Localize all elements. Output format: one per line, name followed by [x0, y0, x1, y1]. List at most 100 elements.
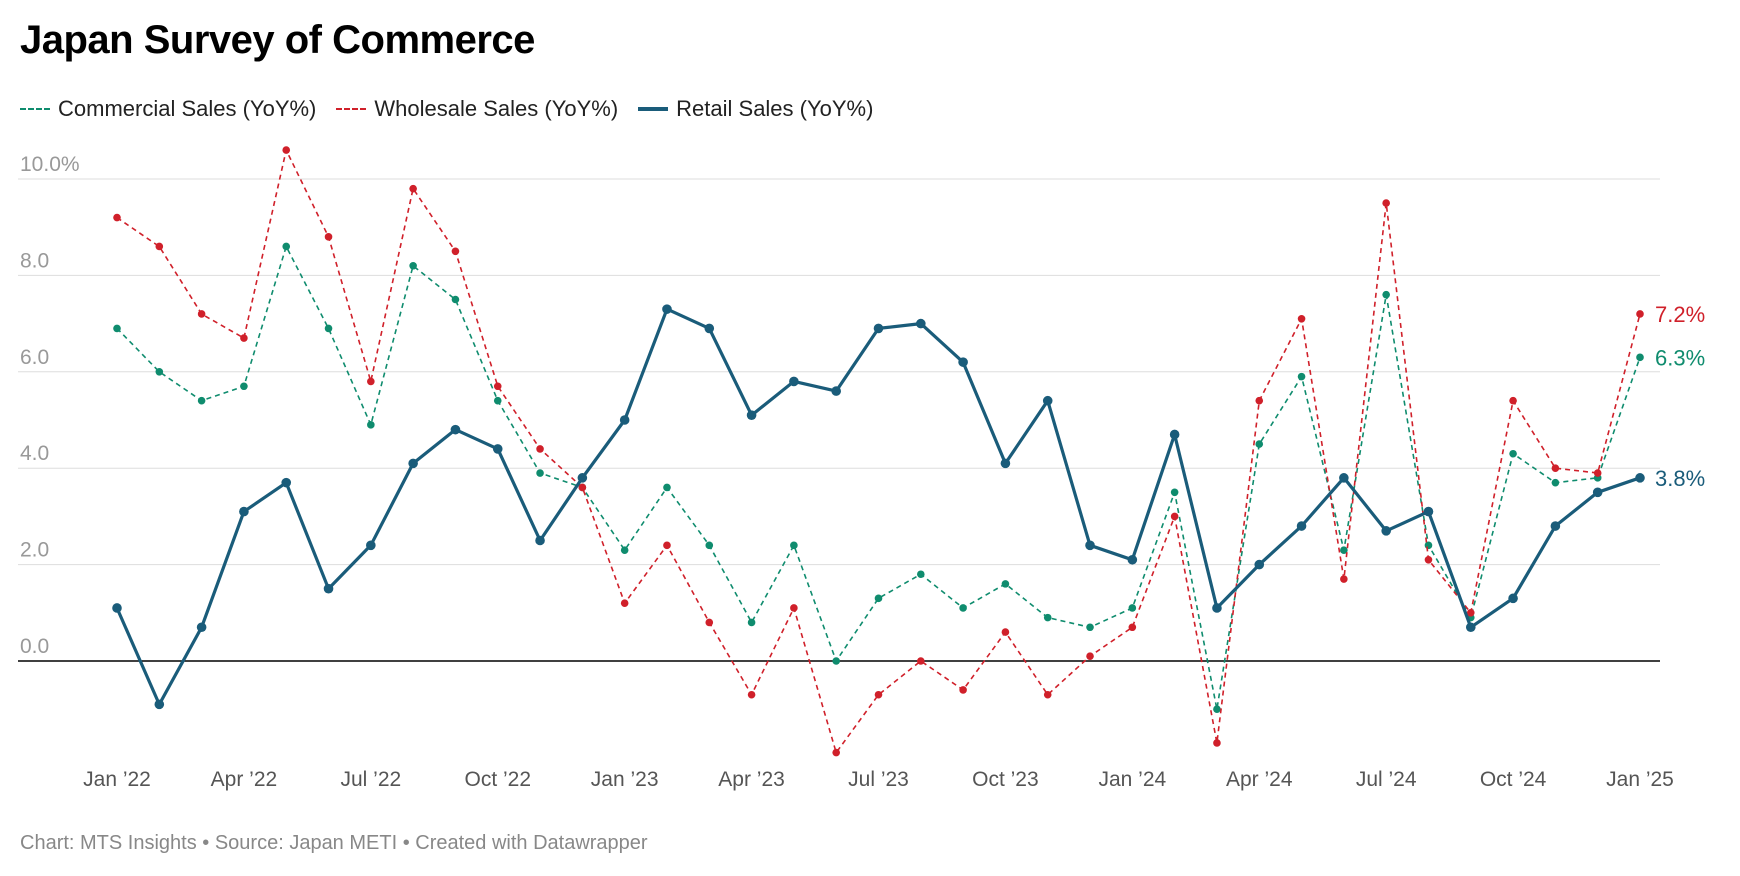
data-point — [113, 324, 121, 333]
y-tick-label: 4.0 — [20, 442, 49, 465]
data-point — [1000, 458, 1011, 469]
data-point — [1339, 473, 1349, 483]
data-point — [747, 618, 756, 627]
end-label-2: 3.8% — [1655, 466, 1705, 491]
x-tick-label: Apr ’24 — [1226, 768, 1293, 791]
x-tick-label: Apr ’22 — [211, 768, 278, 791]
data-point — [1635, 473, 1645, 483]
data-point — [535, 535, 545, 546]
data-point — [1170, 512, 1179, 521]
x-tick-label: Jan ’25 — [1606, 768, 1674, 791]
legend-label-wholesale: Wholesale Sales (YoY%) — [374, 96, 619, 121]
legend-swatch-commercial — [20, 108, 50, 110]
data-point — [1636, 353, 1644, 362]
data-point — [1636, 310, 1644, 318]
legend-item-retail: Retail Sales (YoY%) — [638, 96, 873, 122]
x-tick-label: Jul ’23 — [848, 768, 909, 791]
legend-label-retail: Retail Sales (YoY%) — [676, 96, 874, 121]
legend-swatch-wholesale — [336, 108, 367, 110]
data-point — [578, 483, 587, 492]
y-tick-label: 8.0 — [20, 249, 49, 272]
data-point — [959, 604, 967, 612]
data-point — [536, 469, 544, 477]
data-point — [155, 242, 164, 251]
legend-item-commercial: Commercial Sales (YoY%) — [20, 96, 316, 122]
data-point — [1382, 290, 1390, 299]
data-point — [874, 690, 883, 699]
data-point — [367, 377, 375, 386]
data-point — [619, 415, 630, 425]
data-point — [1042, 395, 1053, 406]
data-point — [197, 396, 206, 405]
data-point — [1128, 604, 1137, 612]
x-tick-label: Oct ’22 — [464, 768, 531, 791]
data-point — [451, 295, 460, 304]
x-tick-label: Jan ’24 — [1098, 768, 1166, 791]
x-axis-ticks: Jan ’22 Apr ’22 Jul ’22 Oct ’22 Jan ’23 Apr ’… — [83, 768, 1674, 791]
data-point — [367, 421, 375, 429]
data-point — [536, 445, 544, 453]
data-point — [282, 146, 291, 154]
data-point — [1296, 521, 1307, 531]
data-point — [240, 382, 248, 391]
data-point — [324, 324, 333, 333]
data-point — [409, 261, 417, 270]
data-point — [408, 458, 418, 469]
data-point — [663, 483, 671, 492]
legend-item-wholesale: Wholesale Sales (YoY%) — [336, 96, 618, 122]
data-point — [1551, 464, 1560, 473]
data-point — [746, 410, 757, 420]
data-point — [1340, 575, 1348, 583]
y-tick-label: 0.0 — [20, 635, 49, 658]
data-point — [451, 247, 460, 256]
data-point — [1255, 440, 1264, 448]
data-point — [831, 386, 841, 396]
data-point — [324, 233, 333, 241]
data-point — [1043, 690, 1052, 699]
chart-title: Japan Survey of Commerce — [20, 18, 535, 62]
series-line-1 — [116, 149, 1641, 754]
data-point — [1085, 540, 1095, 551]
data-point — [1508, 593, 1518, 604]
y-axis-ticks: 10.0% 8.0 6.0 4.0 2.0 0.0 — [20, 153, 80, 658]
data-point — [281, 477, 292, 488]
data-point — [959, 686, 967, 694]
data-point — [1340, 546, 1348, 554]
data-point — [790, 604, 798, 612]
data-point — [492, 444, 503, 454]
data-point — [1127, 554, 1138, 565]
data-point — [1423, 506, 1434, 517]
data-point — [1424, 541, 1433, 550]
x-tick-label: Oct ’24 — [1480, 768, 1547, 791]
data-point — [1465, 622, 1476, 633]
data-point — [789, 376, 799, 387]
end-label-1: 7.2% — [1655, 302, 1705, 327]
data-point — [1297, 314, 1306, 323]
data-point — [620, 546, 629, 554]
data-point — [663, 541, 671, 550]
data-point — [323, 583, 334, 594]
data-point — [196, 622, 207, 633]
data-point — [747, 690, 756, 699]
data-point — [1466, 609, 1475, 617]
data-point — [1509, 396, 1517, 405]
data-point — [366, 540, 376, 551]
x-tick-label: Jul ’24 — [1356, 768, 1417, 791]
data-point — [1297, 372, 1306, 381]
data-point — [493, 382, 502, 391]
data-point — [704, 323, 715, 334]
x-tick-label: Jan ’23 — [591, 768, 659, 791]
data-point — [1213, 705, 1221, 713]
data-point — [958, 357, 968, 367]
series-line-2 — [115, 307, 1641, 707]
data-point — [620, 599, 629, 607]
end-label-0: 6.3% — [1655, 345, 1705, 370]
data-point — [154, 699, 165, 710]
x-tick-label: Apr ’23 — [718, 768, 785, 791]
data-point — [1382, 199, 1390, 207]
data-point — [282, 242, 291, 251]
x-tick-label: Jan ’22 — [83, 768, 151, 791]
data-point — [1213, 739, 1221, 747]
series-lines — [112, 146, 1645, 757]
data-point — [1001, 628, 1010, 636]
